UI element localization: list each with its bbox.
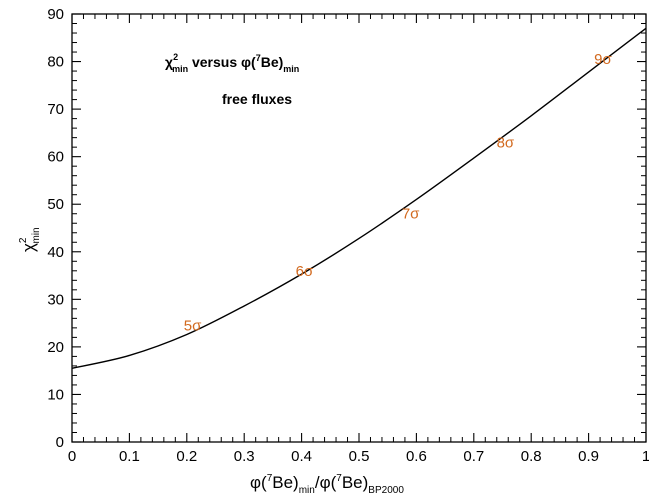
xlabel-sub1: min	[299, 485, 315, 496]
x-tick-labels: 0 0.1 0.2 0.3 0.4 0.5 0.6 0.7 0.8 0.9 1	[68, 448, 649, 465]
y-tick-label: 40	[47, 244, 64, 261]
y-tick-label: 50	[47, 196, 64, 213]
sigma-label: 9σ	[594, 51, 612, 68]
xlabel-sup2: 7	[336, 473, 342, 484]
y-tick-label: 60	[47, 149, 64, 166]
x-tick-label: 0.5	[349, 448, 370, 465]
x-tick-label: 0	[68, 448, 76, 465]
x-tick-label: 0.3	[234, 448, 255, 465]
x-tick-label: 0.4	[291, 448, 312, 465]
annotation-be-sup: 7	[256, 53, 261, 63]
ylabel-sup: 2	[18, 237, 29, 243]
xlabel-be1: Be)	[272, 473, 298, 492]
x-tick-label: 0.9	[578, 448, 599, 465]
y-tick-label: 30	[47, 291, 64, 308]
ylabel-sub: min	[31, 227, 42, 243]
sigma-label: 5σ	[184, 317, 202, 334]
xlabel-sup1: 7	[267, 473, 273, 484]
y-tick-label: 0	[56, 434, 64, 451]
y-tick-label: 20	[47, 339, 64, 356]
y-tick-label: 70	[47, 101, 64, 118]
xlabel-be2: Be)	[342, 473, 368, 492]
sigma-label: 6σ	[296, 263, 314, 280]
ylabel-chi: χ	[19, 243, 38, 252]
y-tick-labels: 0 10 20 30 40 50 60 70 80 90	[47, 6, 64, 451]
annotation-chi-sup: 2	[173, 52, 178, 62]
annotation-line2: free fluxes	[222, 91, 292, 107]
sigma-label: 8σ	[497, 134, 515, 151]
ticks	[71, 13, 647, 443]
annotation-min-sub: min	[283, 64, 299, 74]
annotation-line1: χ2 min versus φ(7Be)min	[165, 52, 299, 74]
xlabel-phi1: φ(	[250, 473, 267, 492]
xlabel-slash: /φ(	[315, 473, 337, 492]
x-axis-label: φ(7Be)min/φ(7Be)BP2000	[250, 473, 404, 496]
x-tick-label: 0.8	[521, 448, 542, 465]
sigma-labels: 5σ 6σ 7σ 8σ 9σ	[184, 51, 613, 334]
xlabel-sub2: BP2000	[368, 485, 404, 496]
x-tick-label: 0.1	[119, 448, 140, 465]
annotation-versus: versus φ(	[188, 54, 256, 70]
x-tick-label: 0.6	[406, 448, 427, 465]
x-tick-label: 0.7	[463, 448, 484, 465]
y-tick-label: 10	[47, 386, 64, 403]
annotation-chi: χ	[165, 54, 173, 70]
x-tick-label: 1	[642, 448, 649, 465]
y-axis-label: χ2 min	[18, 227, 42, 252]
annotation-chi-sub: min	[172, 64, 188, 74]
series-line	[71, 27, 647, 369]
y-tick-label: 80	[47, 54, 64, 71]
x-tick-label: 0.2	[176, 448, 197, 465]
y-tick-label: 90	[47, 6, 64, 23]
plot-frame	[71, 13, 647, 443]
sigma-label: 7σ	[402, 206, 420, 223]
annotation-be: Be)	[261, 54, 284, 70]
